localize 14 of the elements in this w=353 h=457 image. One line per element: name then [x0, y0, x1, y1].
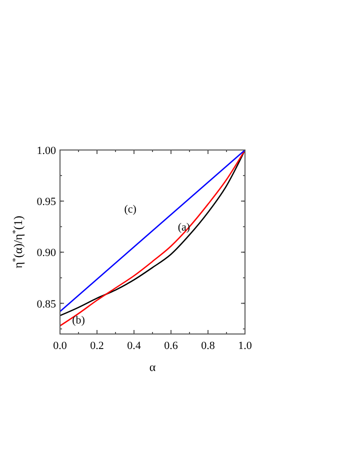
x-tick-label: 0.0 — [53, 340, 68, 352]
y-tick-label: 0.95 — [36, 196, 56, 208]
annotation: (c) — [124, 204, 137, 216]
y-tick-label: 0.90 — [36, 247, 56, 260]
annotation: (a) — [178, 222, 190, 234]
y-tick-label: 1.00 — [36, 145, 56, 157]
y-tick-label: 0.85 — [36, 298, 56, 310]
x-axis-title: α — [149, 360, 156, 374]
x-tick-label: 0.8 — [201, 340, 216, 352]
x-tick-label: 0.4 — [127, 340, 142, 352]
x-tick-label: 0.2 — [90, 340, 104, 352]
x-tick-label: 0.6 — [164, 340, 178, 352]
annotation: (b) — [72, 314, 86, 327]
x-tick-label: 1.0 — [238, 340, 252, 352]
